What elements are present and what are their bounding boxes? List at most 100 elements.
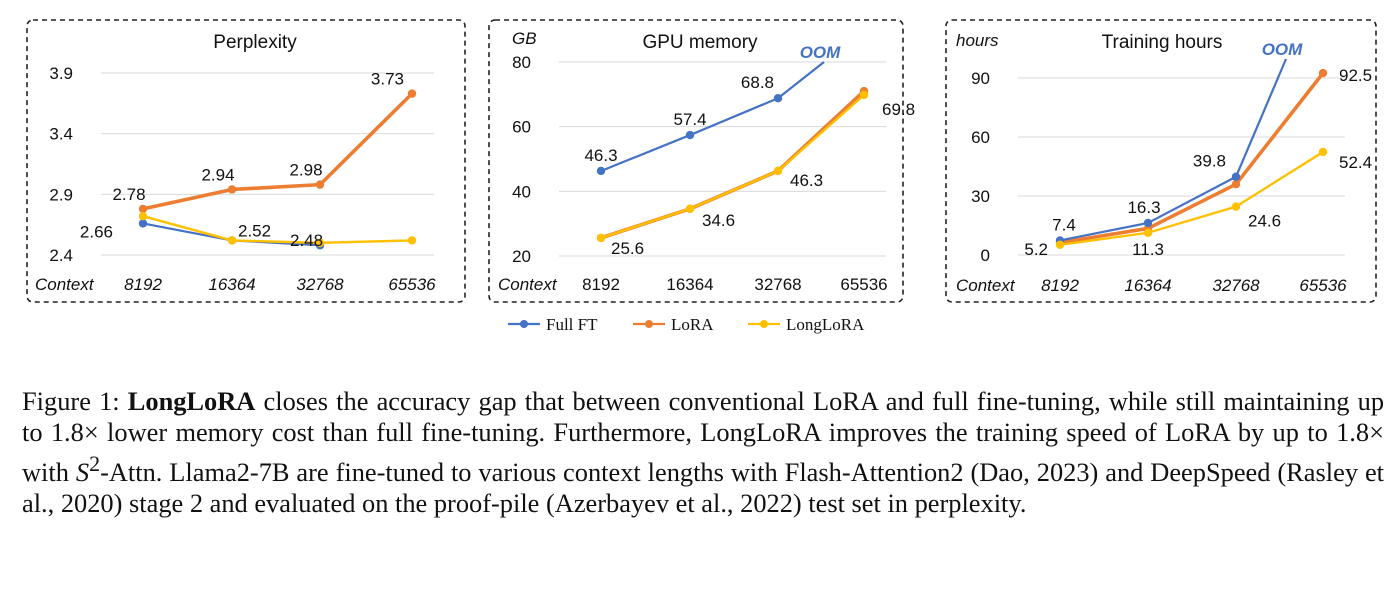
data-label: 3.73 [371, 70, 404, 89]
x-tick-label: 32768 [754, 275, 801, 294]
x-axis-label: Context [956, 276, 1016, 295]
x-tick-label: 16364 [666, 275, 713, 294]
y-tick-label: 60 [971, 128, 990, 147]
y-tick-label: 20 [512, 247, 531, 266]
panel-frame-1 [26, 19, 466, 303]
oom-annotation: OOM [1262, 40, 1303, 59]
data-point [227, 185, 237, 194]
data-point [227, 236, 237, 245]
legend-marker [645, 320, 653, 328]
data-label: 52.4 [1339, 153, 1372, 172]
panel-frame-3 [945, 19, 1377, 303]
y-tick-label: 0 [981, 246, 990, 265]
data-label: 46.3 [790, 171, 823, 190]
data-point [859, 90, 869, 100]
data-label: 25.6 [611, 239, 644, 258]
charts-svg: 2.4 2.9 3.4 3.9 Perplexity Context 8192 16364 32… [26, 19, 1377, 334]
data-point [407, 89, 417, 98]
data-point [1055, 240, 1065, 249]
data-point [138, 219, 148, 228]
data-label: 69.8 [882, 100, 915, 119]
data-point [138, 204, 148, 214]
caption-part1: closes the accuracy gap that between con… [22, 386, 1385, 487]
data-label: 92.5 [1339, 66, 1372, 85]
figure-caption: Figure 1: LongLoRA closes the accuracy g… [22, 386, 1384, 519]
data-point [315, 180, 325, 189]
x-tick-label: 32768 [296, 275, 344, 294]
data-point [1318, 147, 1328, 157]
oom-annotation: OOM [800, 43, 841, 62]
y-tick-label: 3.9 [49, 64, 73, 83]
data-point [1231, 172, 1241, 181]
x-tick-label: 8192 [582, 275, 620, 294]
caption-math: S [75, 456, 90, 487]
data-label: 2.94 [201, 165, 234, 184]
data-point [1231, 202, 1241, 211]
y-tick-label: 60 [512, 118, 531, 137]
data-point [407, 236, 417, 245]
data-label: 24.6 [1248, 212, 1281, 231]
x-axis-label: Context [35, 275, 95, 294]
series-line-lora [142, 92, 414, 211]
y-tick-label: 30 [971, 187, 990, 206]
x-axis-label: Context [498, 275, 558, 294]
legend-marker [520, 320, 528, 328]
data-label: 7.4 [1052, 215, 1076, 234]
chart-title: Training hours [1102, 32, 1223, 53]
y-tick-label: 2.9 [49, 185, 73, 204]
y-tick-label: 3.4 [49, 125, 73, 144]
data-label: 5.2 [1024, 240, 1048, 259]
y-tick-label: 80 [512, 53, 531, 72]
legend-label: Full FT [546, 315, 598, 334]
data-label: 2.78 [112, 185, 145, 204]
y-axis-unit: GB [512, 29, 537, 48]
series-line-lora [1059, 71, 1325, 245]
series-line-longlora [142, 215, 413, 245]
data-point [773, 166, 783, 176]
data-label: 46.3 [584, 146, 617, 165]
series-line-longlora [1059, 150, 1324, 246]
series-line-full-ft [1059, 58, 1288, 242]
data-label: 2.66 [80, 222, 113, 241]
series-line-longlora [600, 94, 865, 240]
chart-title: Perplexity [213, 32, 297, 53]
data-point [596, 233, 606, 243]
data-point [1143, 228, 1153, 237]
data-point [596, 166, 606, 176]
data-point [315, 238, 325, 248]
y-tick-label: 2.4 [49, 246, 73, 265]
data-point [1318, 68, 1328, 78]
x-tick-label: 65536 [1299, 276, 1347, 295]
data-label: 34.6 [702, 211, 735, 230]
y-axis-unit: hours [956, 31, 999, 50]
x-tick-label: 8192 [124, 275, 162, 294]
data-point [685, 130, 695, 140]
x-tick-label: 32768 [1212, 276, 1260, 295]
x-tick-label: 8192 [1041, 276, 1079, 295]
legend-label: LoRA [671, 315, 714, 334]
data-point [1143, 218, 1153, 228]
x-tick-label: 65536 [840, 275, 887, 294]
data-point [1231, 180, 1241, 189]
data-label: 39.8 [1193, 152, 1226, 171]
data-point [773, 94, 783, 103]
legend-marker [760, 320, 768, 328]
y-tick-label: 40 [512, 182, 531, 201]
data-label: 2.52 [238, 221, 271, 240]
x-tick-label: 16364 [208, 275, 255, 294]
x-tick-label: 16364 [1124, 276, 1171, 295]
panel-frame-2 [488, 19, 904, 303]
caption-prefix: Figure 1: [22, 386, 128, 416]
data-label: 57.4 [673, 110, 706, 129]
data-label: 16.3 [1127, 198, 1160, 217]
data-label: 2.48 [290, 231, 323, 250]
y-tick-label: 90 [971, 69, 990, 88]
data-point [138, 211, 148, 221]
caption-sup: 2 [89, 451, 101, 476]
series-line-full-ft [600, 61, 825, 172]
data-point [685, 204, 695, 213]
chart-title: GPU memory [642, 32, 758, 53]
data-label: 68.8 [741, 73, 774, 92]
data-label: 11.3 [1132, 240, 1164, 259]
